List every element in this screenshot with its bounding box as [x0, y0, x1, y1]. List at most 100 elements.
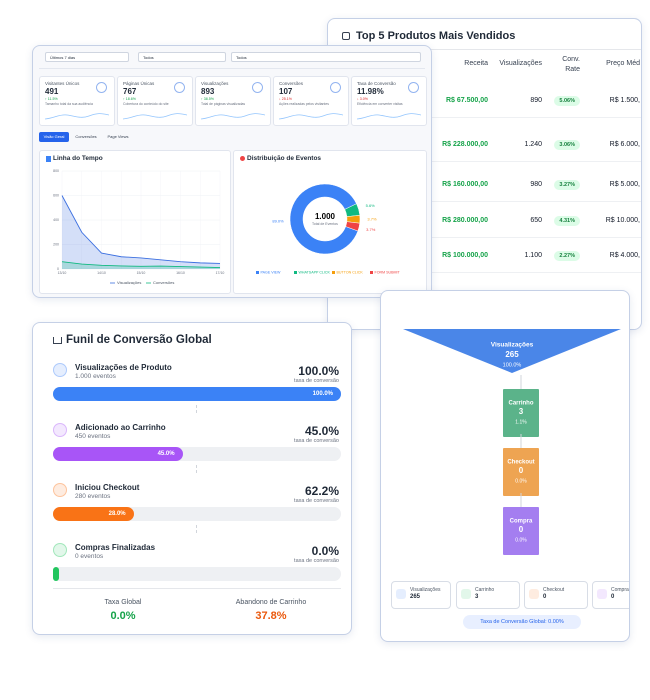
row-divider — [328, 161, 641, 162]
stat-card: Compra 0 — [592, 581, 629, 609]
step-rate: 62.2% — [304, 484, 339, 498]
column-header: Conv. Rate — [562, 56, 580, 73]
table-cell: 890 — [530, 97, 542, 104]
step-rate-caption: taxa de conversão — [294, 558, 339, 564]
x-tick-label: 16/10 — [176, 271, 185, 275]
step-rate: 0.0% — [311, 544, 339, 558]
table-cell: 3.06% — [554, 140, 580, 150]
legend-label: Conversões — [153, 280, 174, 285]
stage-text: 0.0% — [515, 537, 527, 543]
kpi-note: Tamanho total da sua audiência — [45, 102, 93, 106]
y-tick-label: 0 — [57, 267, 59, 271]
bar — [53, 507, 134, 521]
stage-text: 265 — [505, 350, 519, 359]
timeline-card: Linha do Tempo 0 200 400 600 800 13/10 14/10 15/… — [39, 150, 231, 294]
funnel-stage — [503, 507, 539, 555]
step-events: 280 eventos — [75, 493, 111, 500]
separator — [196, 525, 197, 533]
kpi-icon — [408, 82, 419, 93]
stat-card: Checkout 0 — [524, 581, 588, 609]
stat-icon — [597, 589, 607, 599]
kpi-note: Cobertura do conteúdo do site — [123, 102, 169, 106]
stat-count: 3 — [475, 594, 479, 600]
summary-label: Abandono de Carrinho — [235, 599, 307, 606]
table-cell: 2.27% — [554, 251, 580, 261]
kpi-change: ↑ 11.5% — [45, 97, 58, 101]
step-events: 0 eventos — [75, 553, 104, 560]
sparkline — [45, 113, 109, 120]
separator — [196, 405, 197, 413]
kpi-icon — [330, 82, 341, 93]
filter-select[interactable]: Todos — [231, 52, 421, 62]
step-rate-caption: taxa de conversão — [294, 378, 339, 384]
filter-select[interactable]: Todos — [138, 52, 226, 62]
summary-value: 37.8% — [255, 610, 287, 622]
segment-label: 3.7% — [366, 227, 376, 232]
stage-text: 3 — [519, 407, 524, 416]
kpi-change: ↓ 25.1% — [279, 97, 292, 101]
card-title: Distribuição de Eventos — [247, 155, 322, 162]
stat-name: Visualizações — [410, 587, 441, 593]
line — [61, 195, 221, 264]
kpi-note: Total de páginas visualizadas — [201, 102, 246, 106]
tab[interactable]: Conversões — [75, 134, 97, 139]
step-icon — [53, 543, 67, 557]
table-cell: R$ 6.000, — [609, 141, 640, 148]
legend-swatch — [332, 271, 335, 274]
kpi-card: Páginas Únicas 767 ↑ 18.6% Cobertura do con… — [117, 76, 193, 126]
segment-label: 89.0% — [272, 218, 284, 223]
kpi-card: Taxa de Conversão 11.98% ↓ 3.0% Eficiência … — [351, 76, 427, 126]
funnel-stage — [503, 448, 539, 496]
step-icon — [53, 483, 67, 497]
table-cell: 1.240 — [524, 141, 542, 148]
step-name: Iniciou Checkout — [75, 483, 140, 492]
kpi-card: Visitantes Únicos 491 ↑ 11.5% Tamanho total… — [39, 76, 115, 126]
tab[interactable]: Page Views — [107, 134, 129, 139]
column-header: Visualizações — [499, 60, 542, 67]
table-cell: R$ 4.000, — [609, 252, 640, 259]
stat-card: Visualizações 265 — [391, 581, 451, 609]
kpi-change: ↓ 3.0% — [357, 97, 368, 101]
bar-label: 100.0% — [312, 391, 333, 397]
donut-total: 1.000 — [315, 212, 336, 221]
row-divider — [328, 272, 641, 273]
kpi-value: 893 — [201, 87, 215, 96]
table-cell: R$ 1.500, — [609, 97, 640, 104]
donut-segment — [345, 221, 361, 232]
panel-title: Funil de Conversão Global — [66, 334, 212, 346]
kpi-value: 767 — [123, 87, 137, 96]
sparkline — [201, 113, 265, 120]
stat-icon — [396, 589, 406, 599]
stage-text: Visualizações — [491, 342, 534, 349]
table-cell: 3.27% — [554, 180, 580, 190]
filter-select[interactable]: Últimos 7 dias — [45, 52, 129, 62]
stat-icon — [529, 589, 539, 599]
kpi-label: Conversões — [279, 81, 304, 86]
stat-card: Carrinho 3 — [456, 581, 520, 609]
stage-text: 0 — [519, 466, 524, 475]
legend-label: FORM SUBMIT — [375, 271, 401, 275]
kpi-label: Taxa de Conversão — [357, 81, 396, 86]
kpi-label: Páginas Únicas — [123, 81, 155, 86]
stat-name: Compra — [611, 587, 629, 593]
funnel-panel: Funil de Conversão Global Visualizações d… — [32, 322, 352, 635]
graphic: 0 200 400 600 800 13/10 14/10 15/10 16/10 17/10 Vi… — [53, 169, 224, 285]
table-cell: 4.31% — [554, 216, 580, 226]
bar — [53, 447, 183, 461]
stat-name: Carrinho — [475, 587, 495, 593]
step-rate: 45.0% — [304, 424, 339, 438]
graphic — [123, 113, 187, 120]
distribution-card: Distribuição de Eventos 89.0% PAGE VIEW 5.6… — [233, 150, 427, 294]
step-events: 450 eventos — [75, 433, 111, 440]
summary-label: Taxa Global — [104, 599, 142, 606]
divider — [53, 588, 341, 589]
bar-label: 28.0% — [108, 511, 126, 517]
icon — [46, 156, 51, 162]
stage-text: 0 — [519, 525, 524, 534]
graphic: 89.0% PAGE VIEW 5.6% WHATSAPP CLICK 3.7% BUTT… — [256, 183, 401, 275]
stage-text: 0.0% — [515, 478, 527, 484]
row-divider — [328, 117, 641, 118]
stage-text: 100.0% — [503, 362, 522, 368]
tab[interactable]: Visão Geral — [39, 132, 69, 142]
